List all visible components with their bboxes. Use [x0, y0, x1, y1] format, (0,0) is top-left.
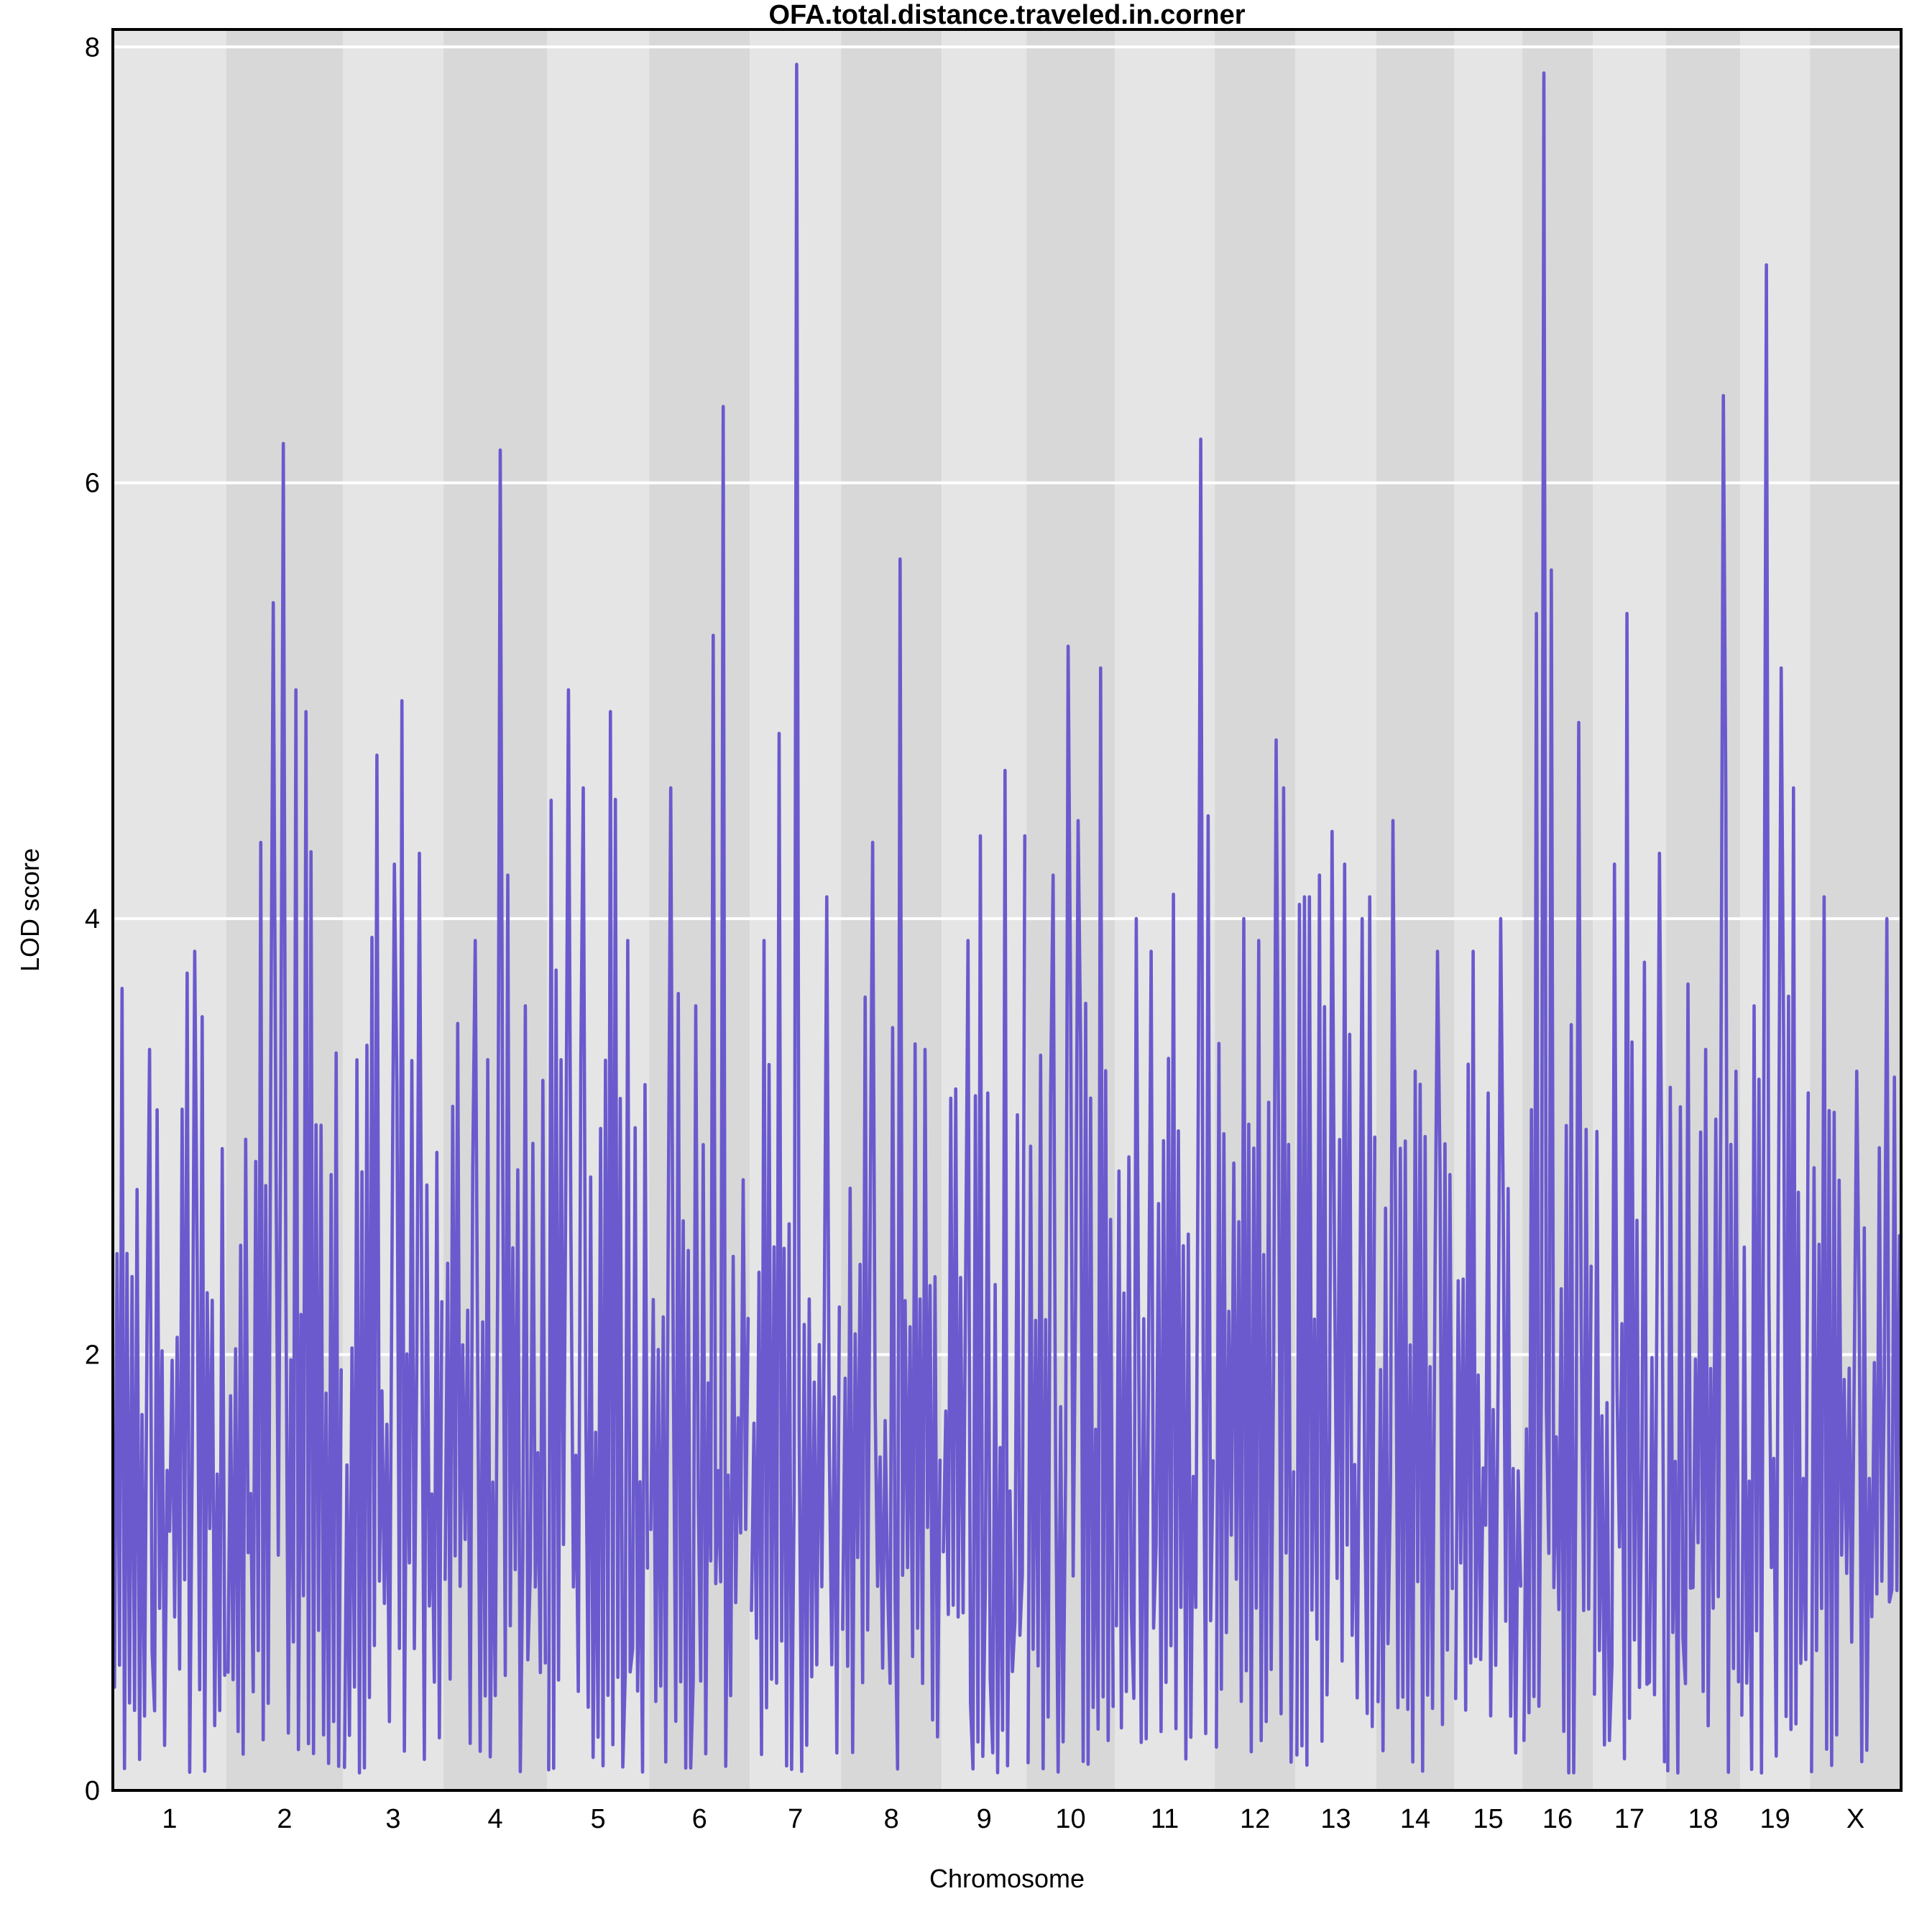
x-tick-label-19: 19	[1760, 1804, 1790, 1834]
lod-trace-chr-15	[1454, 916, 1522, 1755]
lod-trace-chr-5	[547, 688, 650, 1774]
lod-trace-chr-7	[750, 63, 842, 1773]
lod-trace-chr-13	[1295, 829, 1376, 1767]
x-tick-label-7: 7	[788, 1804, 803, 1834]
x-tick-label-1: 1	[162, 1804, 177, 1834]
y-tick-label-4: 4	[85, 904, 100, 934]
x-tick-label-9: 9	[977, 1804, 992, 1834]
x-tick-label-4: 4	[487, 1804, 502, 1834]
y-tick-label-6: 6	[85, 469, 100, 499]
lod-trace-chr-11	[1115, 437, 1215, 1761]
x-tick-label-5: 5	[591, 1804, 606, 1834]
x-tick-label-17: 17	[1614, 1804, 1644, 1834]
x-tick-label-8: 8	[884, 1804, 899, 1834]
lod-trace-chr-8	[841, 557, 942, 1771]
lod-trace-chr-19	[1740, 263, 1811, 1775]
x-tick-label-18: 18	[1688, 1804, 1718, 1834]
x-tick-label-11: 11	[1151, 1804, 1179, 1834]
lod-trace-chr-12	[1215, 738, 1296, 1764]
x-tick-label-13: 13	[1320, 1804, 1351, 1834]
x-axis-title: Chromosome	[929, 1864, 1085, 1893]
y-tick-label-2: 2	[85, 1340, 100, 1371]
x-tick-label-X: X	[1846, 1804, 1864, 1834]
chromosome-band-9	[942, 29, 1027, 1790]
lod-trace-chr-1	[113, 949, 227, 1775]
x-tick-label-6: 6	[692, 1804, 707, 1834]
lod-trace-chr-3	[342, 699, 444, 1775]
y-tick-label-0: 0	[85, 1776, 100, 1806]
lod-trace-chr-2	[226, 441, 344, 1768]
lod-trace-chr-14	[1376, 819, 1454, 1773]
lod-trace-chr-X	[1810, 895, 1901, 1774]
x-tick-label-12: 12	[1240, 1804, 1270, 1834]
plot-border	[111, 28, 1903, 1792]
x-tick-label-14: 14	[1400, 1804, 1430, 1834]
x-tick-label-10: 10	[1055, 1804, 1085, 1834]
lod-trace-chr-6	[649, 405, 750, 1770]
x-tick-label-3: 3	[385, 1804, 400, 1834]
lod-trace-chr-16	[1522, 71, 1593, 1775]
lod-trace-chr-17	[1593, 612, 1667, 1764]
y-tick-label-8: 8	[85, 32, 100, 63]
x-tick-label-16: 16	[1542, 1804, 1573, 1834]
x-tick-label-15: 15	[1473, 1804, 1503, 1834]
lod-trace-chr-10	[1026, 644, 1115, 1774]
chart-title: OFA.total.distance.traveled.in.corner	[768, 0, 1246, 30]
x-tick-label-2: 2	[277, 1804, 292, 1834]
lod-trace-chr-18	[1666, 394, 1741, 1775]
lod-trace-chr-9	[942, 768, 1027, 1775]
lod-trace-chr-4	[443, 448, 548, 1774]
